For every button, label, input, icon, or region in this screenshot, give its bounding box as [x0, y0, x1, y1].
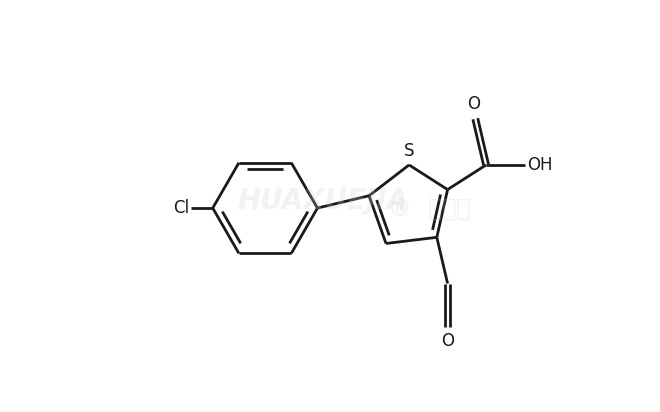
- Text: Cl: Cl: [174, 199, 189, 217]
- Text: OH: OH: [527, 156, 552, 174]
- Text: HUAXUEJIA: HUAXUEJIA: [238, 187, 409, 215]
- Text: O: O: [441, 332, 454, 350]
- Text: ®  化学加: ® 化学加: [388, 197, 471, 221]
- Text: S: S: [404, 142, 414, 159]
- Text: O: O: [467, 95, 480, 113]
